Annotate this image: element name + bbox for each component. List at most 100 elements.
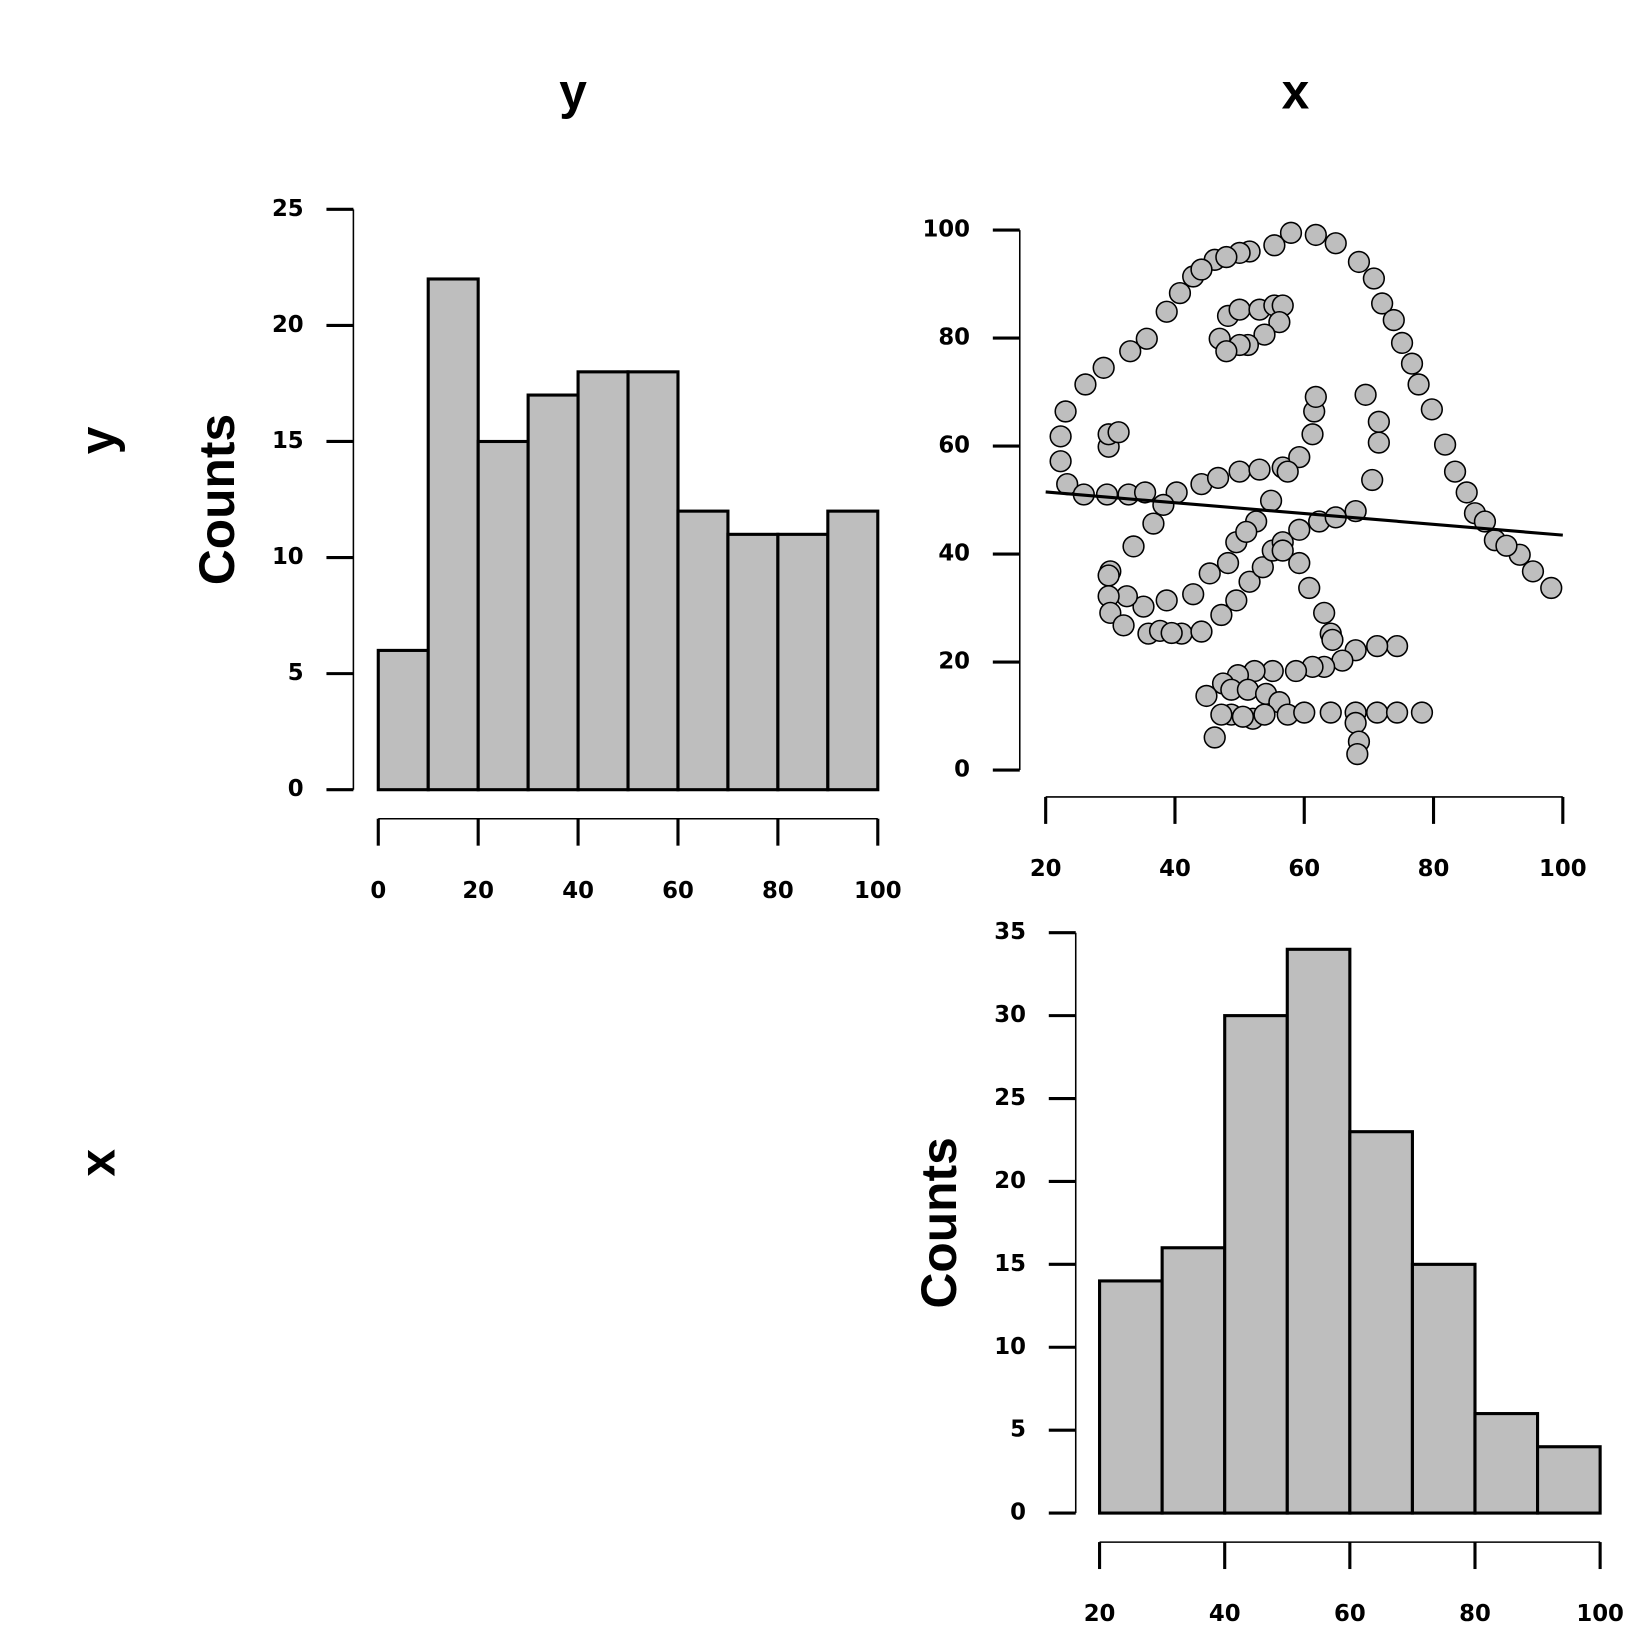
point — [1210, 703, 1233, 726]
x-tick-label: 60 — [1288, 856, 1320, 882]
x-tick-label: 20 — [1030, 856, 1062, 882]
y-tick-label: 30 — [994, 1002, 1026, 1028]
bar — [476, 439, 530, 792]
point — [1304, 385, 1327, 409]
point — [1259, 489, 1283, 512]
column-label: y — [559, 63, 587, 119]
point — [1168, 281, 1192, 305]
point — [1132, 595, 1155, 618]
point — [1347, 250, 1371, 274]
x-tick-label: 40 — [562, 878, 594, 904]
point — [1112, 614, 1135, 637]
point — [1231, 705, 1255, 728]
x-tick-label: 60 — [662, 878, 694, 904]
point — [1190, 258, 1213, 281]
y-tick-label: 35 — [994, 919, 1026, 945]
point — [1410, 701, 1434, 724]
point — [1385, 634, 1409, 658]
point — [1321, 628, 1344, 652]
bar — [1348, 1130, 1414, 1515]
point — [1366, 634, 1389, 658]
bar — [776, 532, 830, 792]
y-tick-label: 100 — [922, 217, 970, 243]
point — [1367, 410, 1390, 433]
point — [1288, 445, 1311, 469]
point — [1198, 562, 1221, 585]
point — [1122, 535, 1145, 558]
point — [1313, 601, 1336, 625]
x-tick-label: 40 — [1209, 1601, 1241, 1625]
point — [1344, 711, 1367, 735]
point — [1097, 564, 1120, 587]
point — [1107, 421, 1130, 444]
y-tick-label: 5 — [1010, 1417, 1026, 1443]
point — [1279, 221, 1303, 244]
y-tick-label: 25 — [994, 1085, 1026, 1111]
row-label: y — [70, 426, 126, 454]
bar — [626, 370, 680, 792]
y-tick-label: 15 — [994, 1251, 1026, 1277]
bar — [1223, 1014, 1289, 1515]
point — [1366, 701, 1389, 724]
point — [1238, 570, 1261, 593]
bar — [826, 509, 880, 792]
x-tick-label: 100 — [1539, 856, 1587, 882]
point — [1049, 450, 1072, 473]
point — [1361, 468, 1384, 492]
point — [1054, 400, 1077, 423]
y-tick-label: 0 — [954, 757, 970, 783]
y-axis-label: Counts — [189, 414, 245, 585]
point — [1362, 267, 1386, 290]
bar — [1536, 1445, 1602, 1515]
point — [1225, 589, 1248, 612]
point — [1407, 373, 1430, 396]
point — [1521, 560, 1545, 583]
point — [1382, 308, 1405, 332]
point — [1195, 684, 1218, 708]
point — [1155, 300, 1178, 323]
point — [1455, 481, 1478, 504]
point — [1155, 589, 1178, 612]
x-tick-label: 60 — [1334, 1601, 1366, 1625]
point — [1288, 551, 1311, 575]
point — [1268, 310, 1291, 334]
point — [1400, 352, 1424, 375]
point — [1133, 481, 1157, 504]
bar — [376, 648, 430, 792]
bar — [726, 532, 780, 792]
point — [1206, 466, 1230, 490]
point — [1074, 373, 1097, 396]
bar — [1285, 947, 1352, 1515]
y-tick-label: 20 — [272, 312, 304, 338]
y-tick-label: 10 — [272, 544, 304, 570]
point — [1301, 423, 1324, 446]
point — [1210, 603, 1233, 627]
point — [1390, 331, 1414, 355]
point — [1095, 483, 1119, 506]
point — [1495, 534, 1518, 557]
point — [1253, 323, 1276, 346]
point — [1263, 234, 1286, 257]
x-tick-label: 80 — [1418, 856, 1450, 882]
point — [1215, 340, 1238, 363]
point — [1288, 518, 1311, 541]
x-tick-label: 80 — [1459, 1601, 1491, 1625]
point — [1119, 340, 1142, 363]
bar — [576, 370, 630, 792]
point — [1203, 726, 1226, 749]
point — [1049, 425, 1072, 448]
x-tick-label: 80 — [762, 878, 794, 904]
x-tick-label: 20 — [462, 878, 494, 904]
point — [1354, 383, 1377, 406]
point — [1182, 583, 1205, 606]
point — [1298, 576, 1321, 600]
y-tick-label: 25 — [272, 196, 304, 222]
point — [1324, 232, 1347, 255]
point — [1142, 512, 1165, 535]
y-tick-label: 80 — [938, 325, 970, 351]
bar — [1473, 1412, 1540, 1515]
point — [1304, 223, 1327, 247]
point — [1160, 621, 1183, 645]
point — [1271, 539, 1294, 562]
